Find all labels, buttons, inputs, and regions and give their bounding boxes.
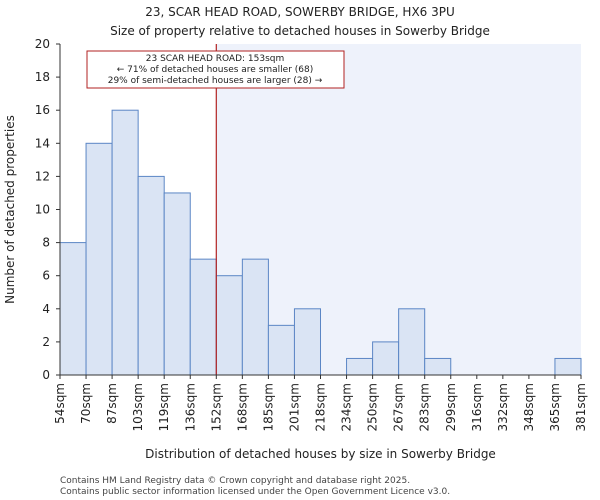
chart-subtitle: Size of property relative to detached ho… — [110, 24, 490, 38]
bar-103sqm — [137, 175, 165, 376]
footer-line-2: Contains public sector information licen… — [60, 487, 450, 497]
x-tick-label: 152sqm — [209, 383, 223, 431]
bar-87sqm — [111, 109, 139, 376]
y-tick-label: 6 — [42, 269, 50, 283]
bar-201sqm — [293, 308, 322, 376]
x-tick-label: 103sqm — [131, 383, 145, 431]
y-tick-label: 2 — [42, 335, 50, 349]
bar-136sqm — [189, 258, 217, 376]
y-tick-label: 8 — [42, 236, 50, 250]
y-tick-label: 4 — [42, 302, 50, 316]
x-tick-label: 267sqm — [392, 383, 406, 431]
bar-54sqm — [59, 242, 87, 376]
bar-234sqm — [346, 357, 374, 376]
x-tick-label: 136sqm — [183, 383, 197, 431]
y-tick-label: 12 — [35, 169, 50, 183]
x-tick-label: 299sqm — [444, 383, 458, 431]
bar-185sqm — [267, 324, 295, 376]
x-tick-label: 381sqm — [574, 383, 588, 431]
x-tick-label: 54sqm — [53, 383, 67, 424]
x-tick-label: 365sqm — [548, 383, 562, 431]
bar-152sqm — [215, 275, 243, 376]
y-axis-label: Number of detached properties — [3, 115, 17, 304]
annotation-box: 23 SCAR HEAD ROAD: 153sqm ← 71% of detac… — [86, 50, 345, 89]
annotation-line-1: 23 SCAR HEAD ROAD: 153sqm — [146, 54, 285, 64]
y-tick-label: 20 — [35, 37, 50, 51]
annotation-line-3: 29% of semi-detached houses are larger (… — [108, 76, 323, 86]
bar-267sqm — [398, 308, 426, 376]
y-tick-label: 0 — [42, 368, 50, 382]
y-tick-label: 10 — [35, 203, 50, 217]
x-tick-label: 218sqm — [314, 383, 328, 431]
y-tick-label: 16 — [35, 103, 50, 117]
y-tick-label: 14 — [35, 136, 50, 150]
x-tick-label: 70sqm — [79, 383, 93, 424]
bar-168sqm — [241, 258, 269, 376]
x-tick-label: 201sqm — [287, 383, 301, 431]
x-tick-label: 316sqm — [470, 383, 484, 431]
footer-line-1: Contains HM Land Registry data © Crown c… — [60, 476, 410, 486]
bar-283sqm — [424, 357, 452, 376]
bar-119sqm — [163, 192, 191, 376]
annotation-frame — [86, 50, 345, 89]
x-tick-label: 185sqm — [261, 383, 275, 431]
bar-70sqm — [85, 142, 113, 376]
x-tick-label: 234sqm — [340, 383, 354, 431]
y-tick-label: 18 — [35, 70, 50, 84]
x-tick-label: 332sqm — [496, 383, 510, 431]
x-tick-label: 283sqm — [418, 383, 432, 431]
bar-250sqm — [372, 341, 400, 376]
annotation-line-2: ← 71% of detached houses are smaller (68… — [117, 65, 314, 75]
bar-365sqm — [554, 357, 582, 376]
x-tick-label: 119sqm — [157, 383, 171, 431]
x-tick-label: 250sqm — [366, 383, 380, 431]
x-tick-label: 87sqm — [105, 383, 119, 424]
chart-title: 23, SCAR HEAD ROAD, SOWERBY BRIDGE, HX6 … — [145, 5, 455, 19]
x-tick-label: 348sqm — [522, 383, 536, 431]
x-tick-label: 168sqm — [235, 383, 249, 431]
x-axis-label: Distribution of detached houses by size … — [145, 447, 496, 461]
